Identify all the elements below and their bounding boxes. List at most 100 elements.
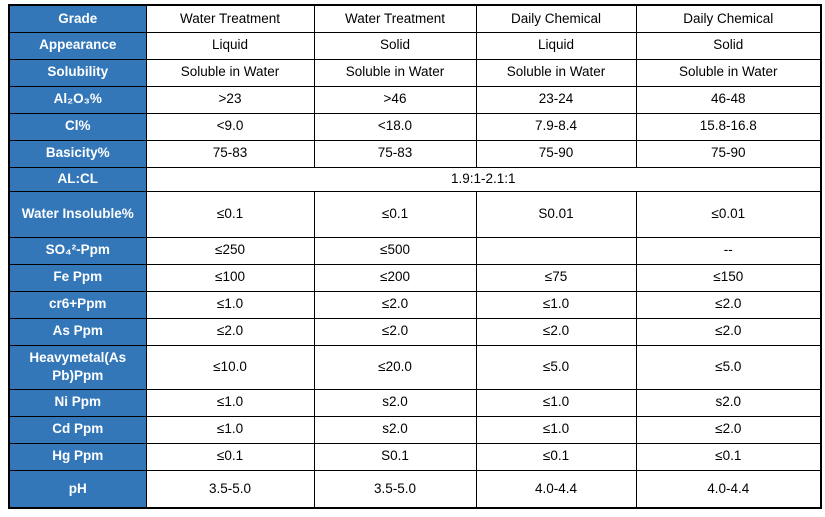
value-cell-merged: 1.9:1-2.1:1 [145, 166, 822, 192]
table-row: Solubility Soluble in Water Soluble in Wat… [8, 58, 822, 87]
value-cell: ≤1.0 [475, 388, 637, 417]
row-label: Heavymetal(As Pb)Ppm [8, 344, 147, 390]
value-cell: 7.9-8.4 [475, 112, 637, 141]
value-cell: Liquid [475, 31, 637, 60]
table-row: Basicity% 75-83 75-83 75-90 75-90 [8, 139, 822, 168]
row-label: Cl% [8, 112, 147, 141]
value-cell: ≤200 [313, 263, 477, 292]
row-label: Water Insoluble% [8, 190, 147, 238]
row-label: Cd Ppm [8, 415, 147, 444]
value-cell: ≤20.0 [313, 344, 477, 390]
row-label: cr6+Ppm [8, 290, 147, 319]
value-cell: Soluble in Water [635, 58, 822, 87]
value-cell: S0.01 [475, 190, 637, 238]
row-label: Appearance [8, 31, 147, 60]
table-row: Al₂O₃% >23 >46 23-24 46-48 [8, 85, 822, 114]
value-cell: <18.0 [313, 112, 477, 141]
value-cell: ≤0.1 [145, 442, 315, 471]
spec-table: Grade Water Treatment Water Treatment Daily… [8, 4, 822, 509]
value-cell: ≤0.01 [635, 190, 822, 238]
table-row: Appearance Liquid Solid Liquid Solid [8, 31, 822, 60]
value-cell [475, 236, 637, 265]
table-row: Cl% <9.0 <18.0 7.9-8.4 15.8-16.8 [8, 112, 822, 141]
value-cell: ≤10.0 [145, 344, 315, 390]
value-cell: ≤500 [313, 236, 477, 265]
value-cell: Daily Chemical [475, 4, 637, 33]
value-cell: ≤0.1 [475, 442, 637, 471]
table-row: AL:CL 1.9:1-2.1:1 [8, 166, 822, 192]
value-cell: >46 [313, 85, 477, 114]
value-cell: ≤2.0 [145, 317, 315, 346]
row-label: Al₂O₃% [8, 85, 147, 114]
value-cell: <9.0 [145, 112, 315, 141]
row-label: Grade [8, 4, 147, 33]
value-cell: S0.1 [313, 442, 477, 471]
value-cell: 15.8-16.8 [635, 112, 822, 141]
value-cell: 4.0-4.4 [475, 469, 637, 509]
value-cell: 75-83 [313, 139, 477, 168]
value-cell: ≤100 [145, 263, 315, 292]
table-row: Cd Ppm ≤1.0 s2.0 ≤1.0 ≤2.0 [8, 415, 822, 444]
table-row: Fe Ppm ≤100 ≤200 ≤75 ≤150 [8, 263, 822, 292]
value-cell: 3.5-5.0 [145, 469, 315, 509]
spec-table-body: Grade Water Treatment Water Treatment Daily… [8, 4, 822, 509]
value-cell: Soluble in Water [313, 58, 477, 87]
table-row: pH 3.5-5.0 3.5-5.0 4.0-4.4 4.0-4.4 [8, 469, 822, 509]
table-row: cr6+Ppm ≤1.0 ≤2.0 ≤1.0 ≤2.0 [8, 290, 822, 319]
row-label: Basicity% [8, 139, 147, 168]
value-cell: ≤5.0 [475, 344, 637, 390]
value-cell: ≤1.0 [145, 415, 315, 444]
value-cell: 23-24 [475, 85, 637, 114]
row-label: As Ppm [8, 317, 147, 346]
value-cell: ≤0.1 [635, 442, 822, 471]
table-row: Hg Ppm ≤0.1 S0.1 ≤0.1 ≤0.1 [8, 442, 822, 471]
table-row: Water Insoluble% ≤0.1 ≤0.1 S0.01 ≤0.01 [8, 190, 822, 238]
value-cell: ≤1.0 [145, 290, 315, 319]
value-cell: s2.0 [313, 388, 477, 417]
value-cell: Water Treatment [313, 4, 477, 33]
value-cell: ≤250 [145, 236, 315, 265]
value-cell: ≤150 [635, 263, 822, 292]
value-cell: ≤0.1 [313, 190, 477, 238]
value-cell: ≤2.0 [313, 317, 477, 346]
value-cell: Water Treatment [145, 4, 315, 33]
value-cell: 3.5-5.0 [313, 469, 477, 509]
value-cell: ≤1.0 [145, 388, 315, 417]
value-cell: s2.0 [635, 388, 822, 417]
value-cell: Solid [313, 31, 477, 60]
row-label: Fe Ppm [8, 263, 147, 292]
value-cell: ≤2.0 [475, 317, 637, 346]
value-cell: 46-48 [635, 85, 822, 114]
value-cell: ≤2.0 [635, 290, 822, 319]
value-cell: >23 [145, 85, 315, 114]
table-row: Ni Ppm ≤1.0 s2.0 ≤1.0 s2.0 [8, 388, 822, 417]
value-cell: -- [635, 236, 822, 265]
value-cell: s2.0 [313, 415, 477, 444]
value-cell: Soluble in Water [145, 58, 315, 87]
value-cell: ≤2.0 [635, 317, 822, 346]
value-cell: 75-90 [635, 139, 822, 168]
table-row: SO₄²-Ppm ≤250 ≤500 -- [8, 236, 822, 265]
table-row: Grade Water Treatment Water Treatment Daily… [8, 4, 822, 33]
row-label: AL:CL [8, 166, 147, 192]
value-cell: 75-90 [475, 139, 637, 168]
table-row: Heavymetal(As Pb)Ppm ≤10.0 ≤20.0 ≤5.0 ≤5.0 [8, 344, 822, 390]
value-cell: ≤0.1 [145, 190, 315, 238]
value-cell: 75-83 [145, 139, 315, 168]
value-cell: Soluble in Water [475, 58, 637, 87]
value-cell: ≤1.0 [475, 415, 637, 444]
value-cell: Liquid [145, 31, 315, 60]
row-label: Ni Ppm [8, 388, 147, 417]
value-cell: ≤1.0 [475, 290, 637, 319]
value-cell: ≤75 [475, 263, 637, 292]
value-cell: ≤2.0 [635, 415, 822, 444]
row-label: Solubility [8, 58, 147, 87]
row-label: SO₄²-Ppm [8, 236, 147, 265]
value-cell: Daily Chemical [635, 4, 822, 33]
value-cell: ≤5.0 [635, 344, 822, 390]
value-cell: Solid [635, 31, 822, 60]
value-cell: 4.0-4.4 [635, 469, 822, 509]
row-label: pH [8, 469, 147, 509]
row-label: Hg Ppm [8, 442, 147, 471]
